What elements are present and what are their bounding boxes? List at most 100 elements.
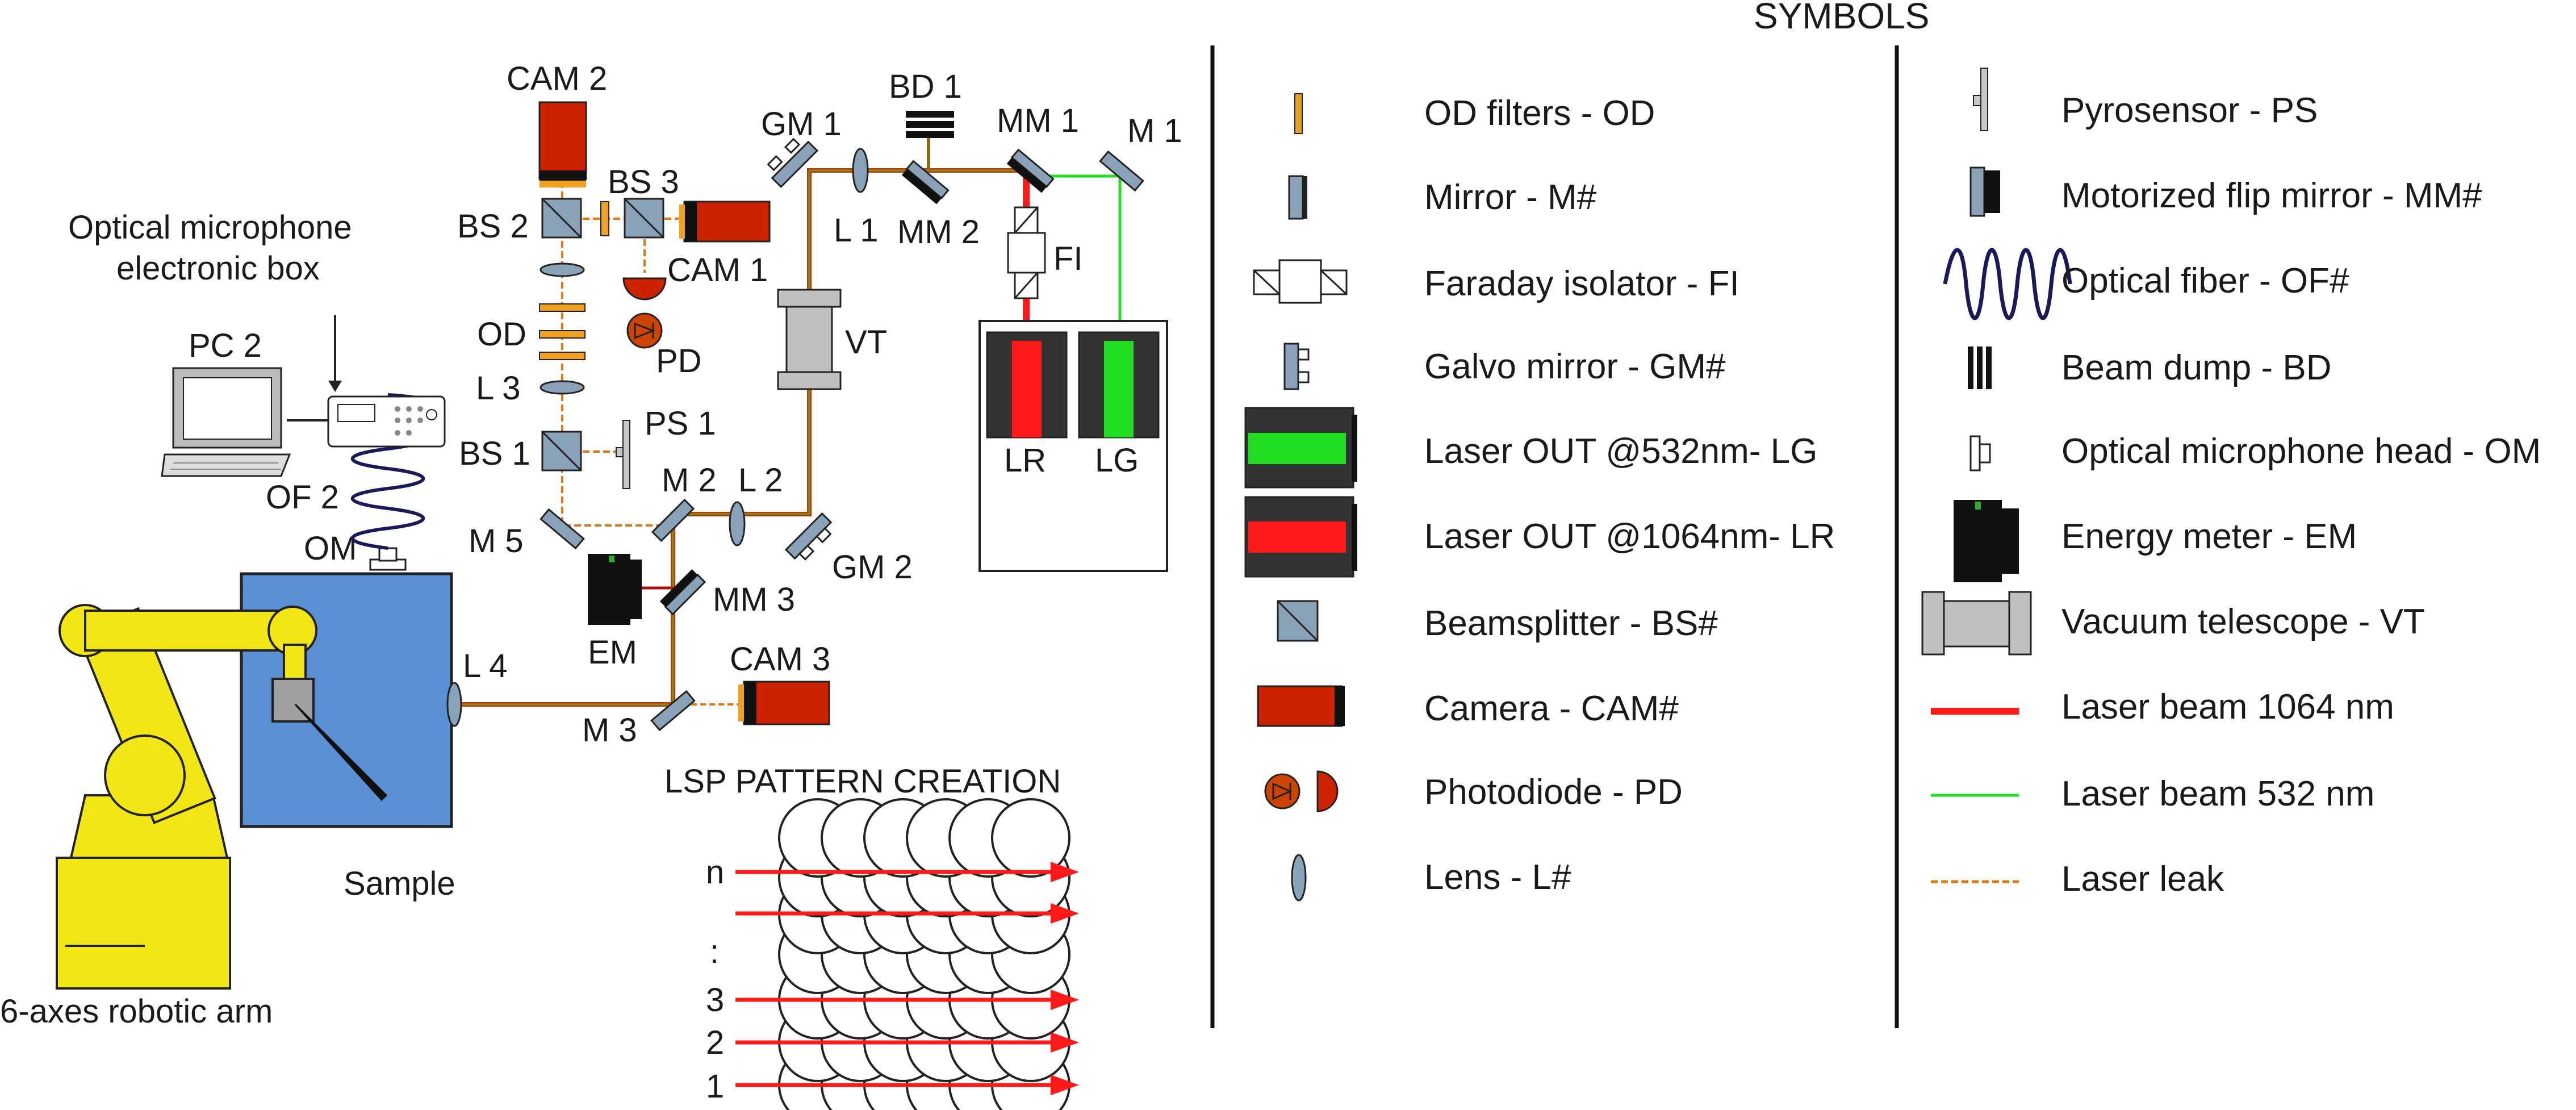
label-od: OD — [477, 316, 526, 353]
lens-l3 — [540, 380, 585, 395]
label-vt: VT — [845, 324, 887, 361]
legend-label-mm: Motorized flip mirror - MM# — [2061, 176, 2482, 215]
legend-label-1064: Laser beam 1064 nm — [2061, 687, 2394, 727]
flip-mirror-mm2 — [901, 160, 950, 205]
lsp-row-dots: : — [710, 933, 719, 970]
od-filter-3 — [539, 352, 586, 360]
label-ps1: PS 1 — [645, 405, 716, 442]
lsp-spot-grid — [735, 798, 1079, 1110]
legend-label-bs: Beamsplitter - BS# — [1424, 604, 1718, 643]
galvo-mirror-gm2 — [784, 512, 833, 561]
symbols-title: SYMBOLS — [1754, 0, 1929, 36]
pyrosensor-icon — [1973, 68, 1988, 131]
label-pd: PD — [656, 343, 702, 379]
legend-label-gm: Galvo mirror - GM# — [1424, 347, 1726, 386]
robotic-arm — [56, 604, 317, 990]
legend-right-column: Pyrosensor - PS Motorized flip mirror - … — [1921, 68, 2541, 899]
legend-label-bd: Beam dump - BD — [2061, 348, 2332, 387]
label-l4: L 4 — [463, 648, 507, 685]
lens-icon — [1291, 854, 1307, 902]
lsp-scan-arrow-head — [1051, 903, 1079, 924]
label-pc2: PC 2 — [189, 327, 262, 364]
vacuum-telescope-vt — [777, 289, 842, 390]
microphone-electronic-box — [327, 395, 446, 448]
legend-label-ps: Pyrosensor - PS — [2061, 91, 2318, 130]
sample-pointer — [294, 703, 388, 802]
label-of2: OF 2 — [266, 479, 339, 516]
beamsplitter-icon — [1277, 600, 1319, 642]
label-gm2: GM 2 — [832, 549, 913, 586]
label-l1: L 1 — [834, 212, 878, 249]
beam-dump-icon — [1968, 347, 1992, 389]
label-em: EM — [588, 634, 637, 671]
od-filter-1 — [539, 303, 586, 312]
lsp-row-n: n — [706, 854, 724, 891]
od-filter-2 — [539, 330, 586, 339]
legend-label-fi: Faraday isolator - FI — [1424, 264, 1739, 303]
od-filter-icon — [1294, 93, 1303, 134]
microphone-head-icon — [1969, 435, 1991, 471]
legend-label-of: Optical fiber - OF# — [2061, 261, 2349, 301]
photodiode-pd-half — [622, 277, 667, 301]
lens-l4 — [446, 682, 462, 727]
lsp-spot — [991, 798, 1070, 878]
legend-label-lens: Lens - L# — [1424, 858, 1571, 897]
label-m1: M 1 — [1127, 112, 1182, 149]
legend-label-cam: Camera - CAM# — [1424, 689, 1679, 728]
lens-l2 — [729, 501, 746, 546]
photodiode-icon — [1264, 770, 1339, 812]
lsp-scan-arrow-head — [1051, 862, 1079, 882]
faraday-isolator-fi — [1007, 206, 1046, 299]
lsp-scan-arrow-head — [1051, 1032, 1079, 1053]
laser-lg — [1078, 331, 1160, 439]
pyrosensor-ps1 — [616, 420, 630, 489]
label-cam2: CAM 2 — [507, 60, 607, 97]
label-bs1: BS 1 — [459, 435, 530, 472]
optical-fiber-icon — [1943, 248, 2072, 320]
legend-label-lr: Laser OUT @1064nm- LR — [1424, 517, 1835, 556]
lsp-row-3: 3 — [706, 982, 724, 1019]
legend-label-mirror: Mirror - M# — [1424, 178, 1597, 217]
lens-bs2 — [540, 262, 585, 277]
vacuum-telescope-icon — [1921, 591, 2032, 656]
lsp-row-1: 1 — [706, 1068, 724, 1105]
label-mm3: MM 3 — [713, 581, 795, 618]
label-gm1: GM 1 — [761, 106, 842, 143]
label-mic-box-1: Optical microphone — [68, 209, 352, 246]
flip-mirror-icon — [1969, 166, 2000, 217]
box-arrow-head — [328, 381, 342, 392]
label-m5: M 5 — [469, 523, 524, 560]
mirror-m5 — [540, 508, 585, 550]
faraday-isolator-icon — [1253, 259, 1348, 304]
microphone-head-om — [369, 547, 407, 571]
lens-l1 — [852, 148, 869, 193]
legend-label-em: Energy meter - EM — [2061, 517, 2357, 556]
label-lg: LG — [1095, 442, 1139, 479]
beamsplitter-bs1 — [541, 431, 582, 471]
mirror-m2 — [651, 498, 695, 543]
laser-lr — [986, 331, 1068, 439]
legend-left-column: OD filters - OD Mirror - M# Faraday isol… — [1244, 93, 1835, 902]
beam-dump-bd1 — [906, 111, 954, 138]
mirror-m3 — [650, 690, 696, 732]
computer-pc2 — [161, 367, 291, 477]
label-bs2: BS 2 — [457, 208, 529, 245]
lsp-scan-arrow-head — [1051, 990, 1079, 1010]
label-mic-box-2: electronic box — [116, 250, 320, 287]
legend-label-om: Optical microphone head - OM — [2061, 432, 2541, 471]
mirror-m1 — [1099, 150, 1144, 192]
od-filter-top — [600, 201, 609, 236]
beamsplitter-bs3 — [624, 198, 664, 239]
photodiode-pd — [626, 312, 663, 349]
flip-mirror-mm3 — [659, 569, 706, 616]
flip-mirror-mm1 — [1006, 148, 1055, 193]
lsp-row-2: 2 — [706, 1024, 724, 1061]
label-fi: FI — [1053, 240, 1083, 277]
label-robot: 6-axes robotic arm — [0, 993, 273, 1030]
camera-cam1 — [679, 201, 771, 243]
mirror-icon — [1288, 175, 1307, 220]
lsp-title: LSP PATTERN CREATION — [664, 763, 1061, 800]
label-l2: L 2 — [738, 462, 783, 499]
leak-path-m5 — [561, 219, 673, 527]
